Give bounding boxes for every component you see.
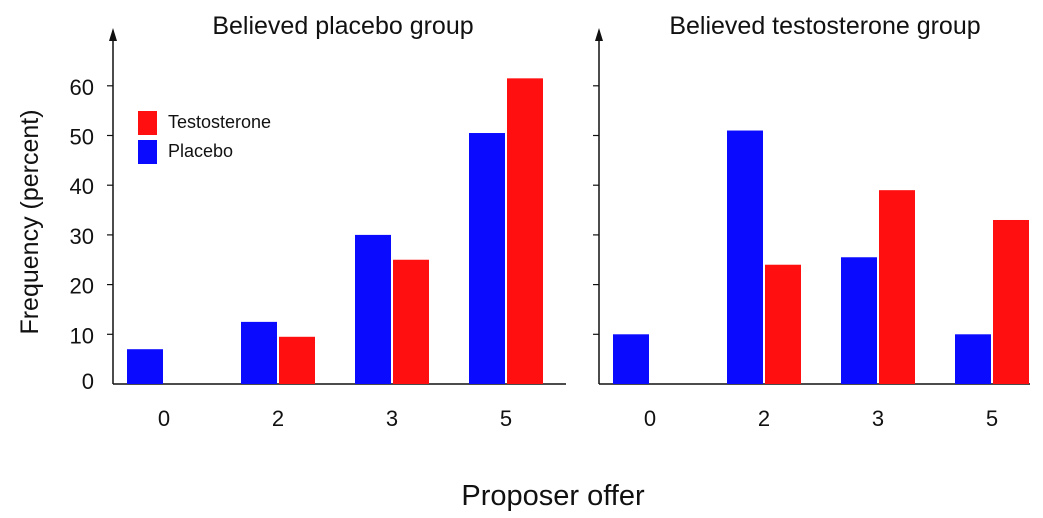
chart-title: Believed placebo group [212,12,473,40]
y-axis-arrow [109,28,117,41]
chart-panel-1: Believed placebo group 0 10 20 30 40 50 60 0 2 3 5 [70,12,566,431]
bar-testosterone-3 [879,190,915,384]
legend-swatch-testosterone [138,111,157,135]
y-tick-label: 30 [70,224,94,249]
chart-panel-2: Believed testosterone group 0 2 3 5 [593,12,1030,431]
x-tick-label: 2 [758,406,770,431]
bar-testosterone-5 [993,219,1029,384]
bar-placebo-0 [613,334,649,384]
bar-testosterone-2 [279,336,315,384]
bar-placebo-0 [127,349,163,384]
bar-testosterone-3 [393,259,429,384]
y-tick-label: 10 [70,323,94,348]
x-tick-label: 0 [158,406,170,431]
y-tick-label: 20 [70,274,94,299]
y-tick-label: 0 [82,369,94,394]
x-tick-label: 0 [644,406,656,431]
bar-placebo-2 [727,130,763,384]
bar-placebo-2 [241,321,277,384]
bar-placebo-3 [355,234,391,384]
bar-placebo-5 [469,133,505,384]
y-tick-label: 40 [70,174,94,199]
x-axis-label: Proposer offer [461,480,645,512]
legend-label-testosterone: Testosterone [168,112,271,132]
bar-placebo-5 [955,334,991,384]
x-tick-label: 2 [272,406,284,431]
bar-testosterone-5 [507,78,543,384]
y-tick-label: 60 [70,75,94,100]
legend: Testosterone Placebo [138,111,271,164]
bar-testosterone-2 [765,264,801,384]
y-axis-label: Frequency (percent) [16,109,44,334]
bar-placebo-3 [841,257,877,384]
x-tick-label: 5 [986,406,998,431]
x-tick-label: 3 [386,406,398,431]
legend-label-placebo: Placebo [168,141,233,161]
legend-swatch-placebo [138,140,157,164]
x-tick-label: 3 [872,406,884,431]
y-tick-label: 50 [70,125,94,150]
y-axis-arrow [595,28,603,41]
x-tick-label: 5 [500,406,512,431]
chart-title: Believed testosterone group [669,12,980,40]
